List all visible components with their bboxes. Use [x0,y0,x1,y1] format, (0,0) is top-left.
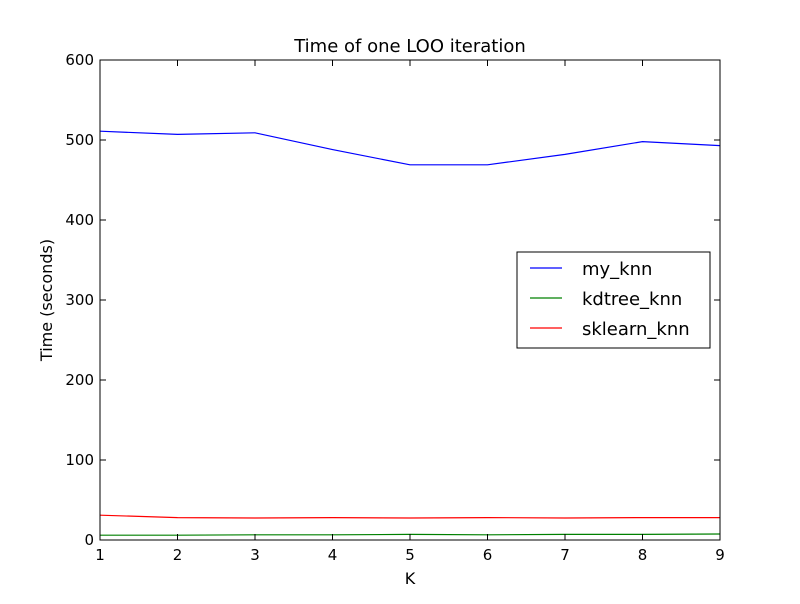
x-tick-label: 4 [328,546,338,564]
y-tick-label: 400 [65,211,94,229]
y-axis-label: Time (seconds) [37,239,56,362]
legend: my_knn kdtree_knn sklearn_knn [516,251,711,349]
y-tick-label: 300 [65,291,94,309]
x-tick-label: 5 [405,546,415,564]
y-tick-label: 100 [65,451,94,469]
x-axis-label: K [405,569,416,588]
x-tick-label: 6 [483,546,493,564]
series-line-my-knn [99,130,721,166]
x-tick-label: 2 [173,546,183,564]
x-tick-label: 9 [715,546,725,564]
legend-label-kdtree-knn: kdtree_knn [582,289,682,310]
legend-label-sklearn-knn: sklearn_knn [582,319,690,340]
y-tick-label: 0 [84,531,94,549]
x-tick-label: 7 [560,546,570,564]
y-tick-label: 200 [65,371,94,389]
y-tick-label: 600 [65,51,94,69]
y-tick-label: 500 [65,131,94,149]
series-line-sklearn-knn [99,514,720,519]
chart-title: Time of one LOO iteration [293,36,526,57]
x-tick-label: 3 [250,546,260,564]
x-tick-label: 1 [95,546,105,564]
legend-label-my-knn: my_knn [582,259,652,280]
x-tick-label: 8 [638,546,648,564]
